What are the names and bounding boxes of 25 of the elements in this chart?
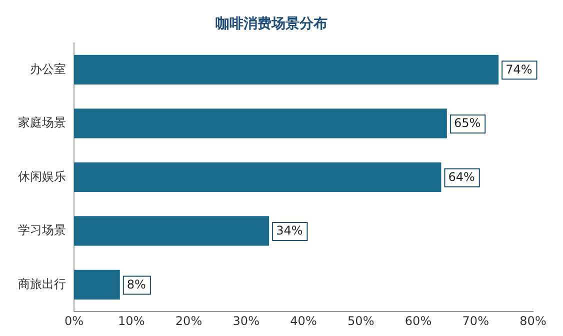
x-tick-label: 10% bbox=[118, 314, 145, 328]
chart-title: 咖啡消费场景分布 bbox=[216, 16, 328, 32]
y-tick-label: 家庭场景 bbox=[18, 116, 66, 130]
x-tick-label: 0% bbox=[64, 314, 84, 328]
x-tick-label: 30% bbox=[232, 314, 260, 328]
x-tick-label: 20% bbox=[175, 314, 202, 328]
y-tick-label: 休闲娱乐 bbox=[18, 169, 66, 184]
data-label: 8% bbox=[126, 277, 146, 292]
bar bbox=[74, 216, 270, 246]
bar bbox=[74, 54, 499, 84]
data-label: 74% bbox=[506, 62, 532, 76]
x-tick-label: 60% bbox=[404, 314, 432, 328]
x-tick-label: 70% bbox=[462, 314, 489, 328]
bar bbox=[74, 162, 442, 192]
data-label: 65% bbox=[454, 116, 481, 130]
x-tick-label: 80% bbox=[520, 314, 546, 328]
bar bbox=[74, 108, 447, 138]
x-tick-label: 50% bbox=[348, 314, 374, 328]
data-label: 64% bbox=[448, 170, 475, 184]
x-tick-label: 40% bbox=[290, 314, 317, 328]
y-tick-label: 办公室 bbox=[30, 62, 66, 76]
data-label: 34% bbox=[276, 224, 303, 238]
bar bbox=[74, 270, 120, 300]
y-tick-label: 商旅出行 bbox=[18, 276, 66, 291]
y-tick-label: 学习场景 bbox=[18, 223, 66, 238]
